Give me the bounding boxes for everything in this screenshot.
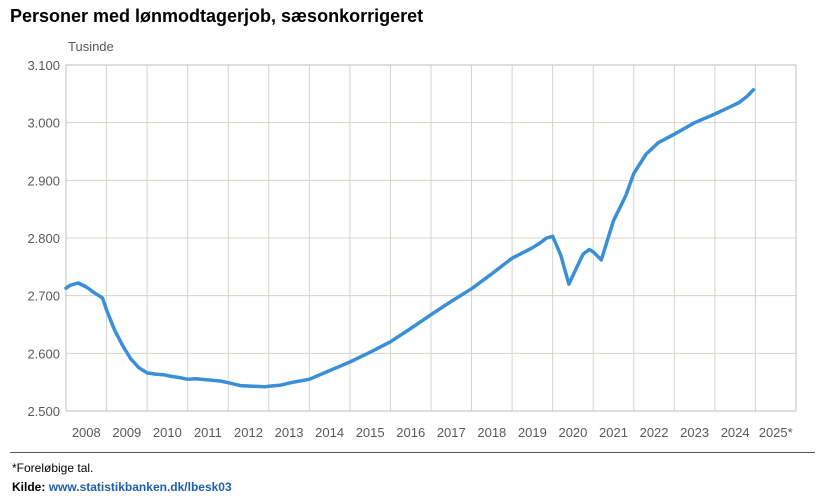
y-tick-label: 2.700 — [27, 289, 60, 304]
y-tick-label: 2.900 — [27, 173, 60, 188]
x-tick-label: 2023 — [680, 425, 709, 440]
x-tick-label: 2012 — [234, 425, 263, 440]
x-tick-label: 2025* — [759, 425, 793, 440]
series-line — [64, 88, 756, 389]
x-tick-label: 2022 — [640, 425, 669, 440]
x-tick-label: 2019 — [518, 425, 547, 440]
x-tick-label: 2017 — [437, 425, 466, 440]
plot-frame — [65, 64, 797, 412]
footer-divider — [10, 452, 815, 453]
y-axis-label: Tusinde — [68, 39, 114, 54]
line-chart: Tusinde 2.500 2.600 2.700 2.800 2.900 3.000 3.… — [27, 39, 797, 440]
y-tick-label: 2.800 — [27, 231, 60, 246]
grid — [66, 64, 796, 412]
x-tick-labels: 2008 2009 2010 2011 2012 2013 2014 2015 2016 2017… — [72, 425, 793, 440]
x-tick-label: 2013 — [275, 425, 304, 440]
x-tick-label: 2018 — [477, 425, 506, 440]
x-tick-label: 2024 — [721, 425, 750, 440]
footnote: *Foreløbige tal. — [12, 461, 94, 475]
source-line: Kilde: www.statistikbanken.dk/lbesk03 — [12, 480, 232, 494]
x-tick-label: 2016 — [396, 425, 425, 440]
x-tick-label: 2011 — [194, 425, 222, 440]
x-tick-label: 2021 — [599, 425, 628, 440]
x-tick-label: 2010 — [153, 425, 182, 440]
x-tick-label: 2009 — [112, 425, 141, 440]
y-tick-labels: 2.500 2.600 2.700 2.800 2.900 3.000 3.100 — [27, 58, 60, 419]
source-link[interactable]: www.statistikbanken.dk/lbesk03 — [48, 480, 232, 494]
x-tick-label: 2015 — [356, 425, 385, 440]
y-tick-label: 2.600 — [27, 346, 60, 361]
y-tick-label: 3.000 — [27, 116, 60, 131]
y-tick-label: 2.500 — [27, 404, 60, 419]
chart-title: Personer med lønmodtagerjob, sæsonkorrig… — [10, 6, 424, 26]
y-tick-label: 3.100 — [27, 58, 60, 73]
x-tick-label: 2008 — [72, 425, 101, 440]
x-tick-label: 2020 — [558, 425, 587, 440]
x-tick-label: 2014 — [315, 425, 344, 440]
source-label: Kilde: — [12, 480, 46, 494]
